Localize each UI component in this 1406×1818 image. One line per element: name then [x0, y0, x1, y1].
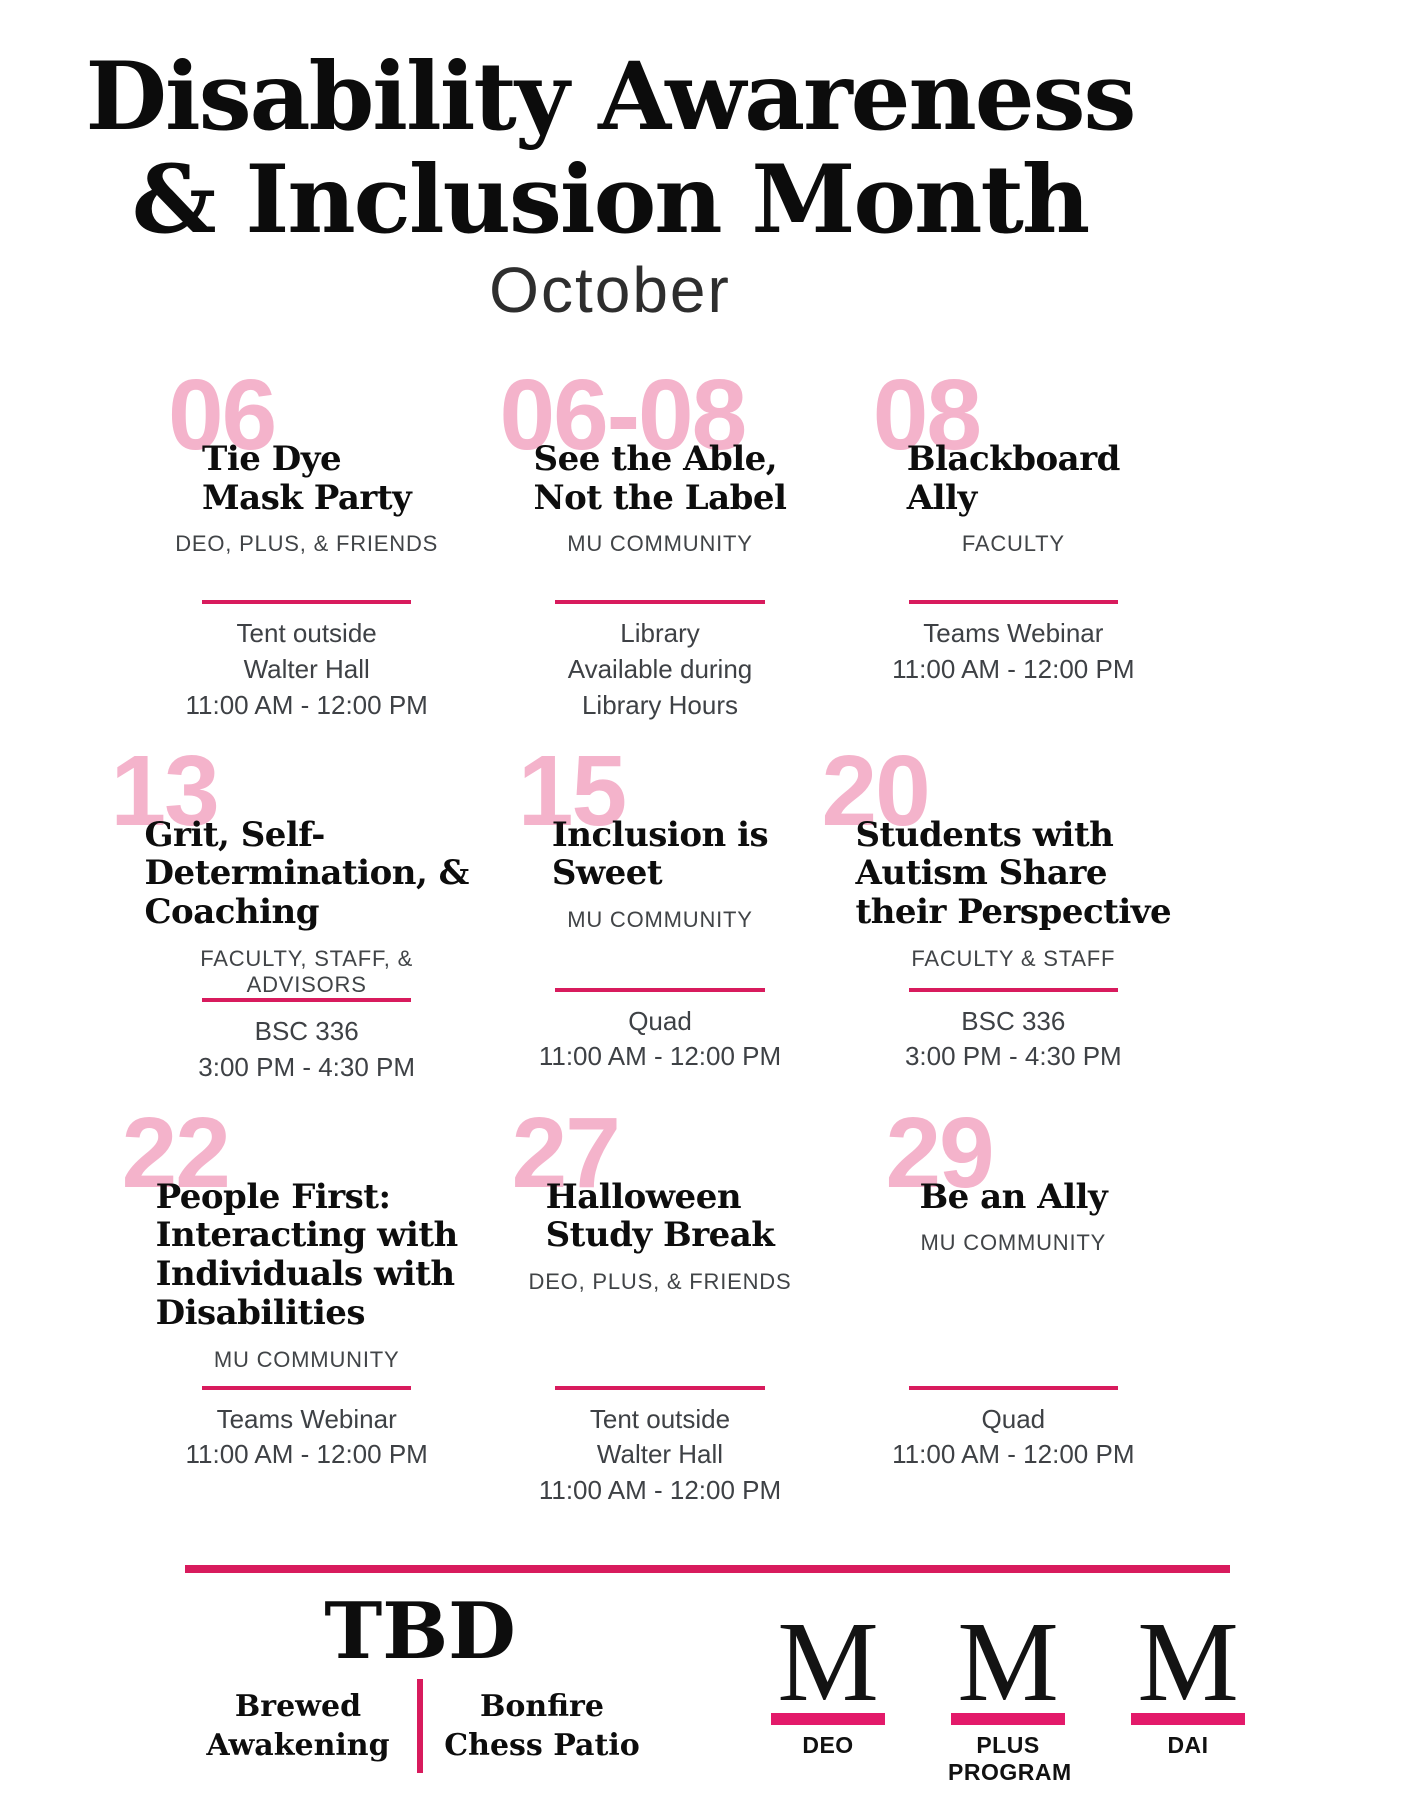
event-title: People First: Interacting with Individua…: [155, 1176, 459, 1333]
event-audience: FACULTY & STAFF: [911, 945, 1116, 971]
logo-underline-bar: [951, 1713, 1065, 1726]
event-details: Tent outside Walter Hall 11:00 AM - 12:0…: [538, 1403, 782, 1506]
venue-bonfire-chess-patio: Bonfire Chess Patio: [444, 1689, 640, 1764]
event-date: 20: [821, 734, 930, 847]
event-date: 13: [110, 734, 219, 847]
event-rule: [908, 1385, 1118, 1390]
footer-divider: [185, 1565, 1230, 1574]
event-details: Library Available during Library Hours: [567, 617, 753, 720]
tbd-heading: TBD: [324, 1586, 516, 1678]
tbd-venues: Brewed Awakening Bonfire Chess Patio: [185, 1679, 655, 1774]
organization-logos: M DEO M PLUS PROGRAM M DAI: [768, 1593, 1248, 1786]
event-card: 20 Students with Autism Share their Pers…: [821, 741, 1190, 1086]
event-title: Students with Autism Share their Perspec…: [855, 814, 1172, 933]
event-title: Halloween Study Break: [545, 1176, 775, 1256]
event-audience: MU COMMUNITY: [920, 1230, 1107, 1256]
event-title: Grit, Self- Determination, & Coaching: [144, 814, 469, 933]
university-m-icon: M: [957, 1598, 1059, 1726]
tbd-block: TBD Brewed Awakening Bonfire Chess Patio: [185, 1586, 655, 1774]
event-title: Tie Dye Mask Party: [202, 438, 412, 518]
poster-subtitle-month: October: [489, 253, 731, 326]
event-audience: DEO, PLUS, & FRIENDS: [175, 531, 439, 557]
logo-dai: M DAI: [1128, 1598, 1248, 1786]
event-date: 29: [885, 1096, 994, 1209]
event-card: 08 Blackboard Ally FACULTY Teams Webinar…: [837, 358, 1190, 724]
logo-label: PLUS PROGRAM: [948, 1732, 1072, 1786]
venue-divider: [417, 1679, 423, 1774]
event-audience: MU COMMUNITY: [567, 531, 753, 557]
event-card: 22 People First: Interacting with Indivi…: [122, 1103, 483, 1510]
logo-plus-program: M PLUS PROGRAM: [948, 1598, 1072, 1786]
logo-label: DAI: [1167, 1732, 1209, 1759]
event-rule: [202, 1385, 412, 1390]
event-audience: FACULTY, STAFF, & ADVISORS: [200, 945, 414, 997]
venue-brewed-awakening: Brewed Awakening: [206, 1689, 390, 1764]
logo-label: DEO: [802, 1732, 854, 1759]
university-m-icon: M: [777, 1598, 879, 1726]
event-card: 13 Grit, Self- Determination, & Coaching…: [110, 741, 483, 1086]
event-title: Blackboard Ally: [906, 438, 1121, 518]
logo-deo: M DEO: [768, 1598, 888, 1786]
event-audience: MU COMMUNITY: [567, 907, 753, 933]
event-details: BSC 336 3:00 PM - 4:30 PM: [904, 1005, 1122, 1072]
event-rule: [555, 599, 765, 604]
event-date: 15: [517, 734, 627, 847]
event-title: Inclusion is Sweet: [551, 814, 769, 894]
event-audience: MU COMMUNITY: [213, 1346, 400, 1372]
event-row-3: 22 People First: Interacting with Indivi…: [122, 1096, 1190, 1510]
event-details: Quad 11:00 AM - 12:00 PM: [892, 1403, 1135, 1470]
poster-header: Disability Awareness & Inclusion Month O…: [0, 0, 1220, 324]
event-date: 22: [121, 1096, 231, 1209]
event-rule: [908, 599, 1118, 604]
event-rule: [202, 997, 412, 1002]
event-details: Teams Webinar 11:00 AM - 12:00 PM: [185, 1403, 428, 1470]
logo-underline-bar: [771, 1713, 885, 1726]
event-card: 06 Tie Dye Mask Party DEO, PLUS, & FRIEN…: [130, 358, 483, 724]
event-details: Teams Webinar 11:00 AM - 12:00 PM: [892, 617, 1135, 684]
event-row-2: 13 Grit, Self- Determination, & Coaching…: [110, 734, 1190, 1086]
event-title: Be an Ally: [919, 1176, 1108, 1217]
event-date: 06: [168, 358, 277, 471]
event-rule: [555, 987, 765, 992]
event-card: 15 Inclusion is Sweet MU COMMUNITY Quad …: [483, 734, 836, 1086]
event-rule: [908, 987, 1118, 992]
event-row-1: 06 Tie Dye Mask Party DEO, PLUS, & FRIEN…: [130, 358, 1190, 724]
event-rule: [202, 599, 412, 604]
event-grid: 06 Tie Dye Mask Party DEO, PLUS, & FRIEN…: [110, 358, 1190, 1510]
event-card: 06-08 See the Able, Not the Label MU COM…: [483, 358, 836, 724]
event-date: 08: [872, 358, 982, 471]
event-card: 29 Be an Ally MU COMMUNITY Quad 11:00 AM…: [837, 1096, 1190, 1510]
event-card: 27 Halloween Study Break DEO, PLUS, & FR…: [483, 1096, 836, 1510]
poster-footer: TBD Brewed Awakening Bonfire Chess Patio…: [0, 1573, 1406, 1786]
event-date: 27: [511, 1096, 621, 1209]
event-rule: [555, 1385, 765, 1390]
event-audience: DEO, PLUS, & FRIENDS: [528, 1269, 792, 1295]
logo-underline-bar: [1131, 1713, 1245, 1726]
event-title: See the Able, Not the Label: [533, 438, 787, 518]
event-details: BSC 336 3:00 PM - 4:30 PM: [198, 1015, 416, 1082]
university-m-icon: M: [1137, 1598, 1239, 1726]
event-date: 06-08: [499, 358, 748, 471]
event-details: Tent outside Walter Hall 11:00 AM - 12:0…: [185, 617, 428, 720]
event-audience: FACULTY: [961, 531, 1065, 557]
poster-title: Disability Awareness & Inclusion Month: [85, 42, 1137, 256]
event-details: Quad 11:00 AM - 12:00 PM: [538, 1005, 782, 1072]
